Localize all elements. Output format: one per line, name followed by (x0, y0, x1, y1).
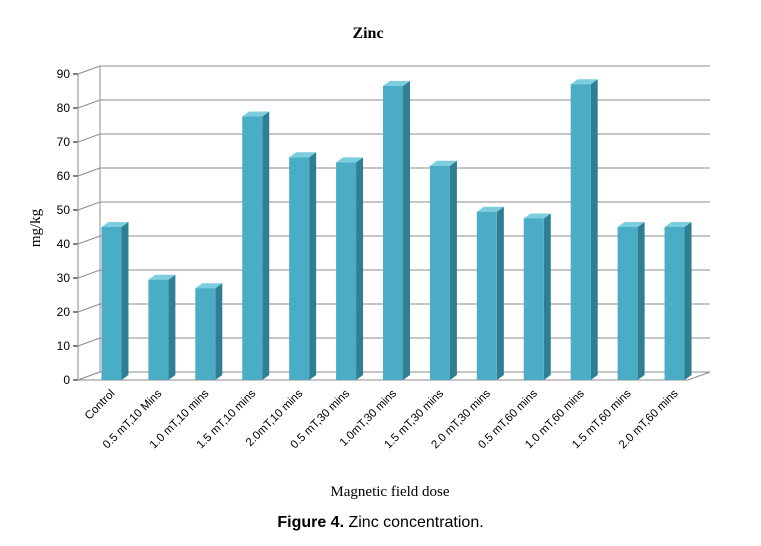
bar (476, 206, 504, 380)
bar-side (215, 283, 223, 380)
bar-top (148, 274, 176, 280)
bar-top (476, 206, 504, 212)
bar-side (449, 160, 457, 380)
bar-side (121, 222, 129, 380)
y-tick-label: 50 (57, 203, 71, 217)
bar-front (148, 279, 169, 380)
bar-side (496, 206, 504, 380)
bar (523, 213, 551, 380)
bar-top (523, 213, 551, 219)
bar-side (590, 79, 598, 380)
bar-front (195, 288, 216, 380)
bar (617, 222, 645, 380)
bar-side (543, 213, 551, 380)
bar-top (195, 283, 223, 289)
bar (195, 283, 223, 380)
chart-title: Zinc (352, 25, 383, 42)
y-axis: 0 10 20 30 40 50 60 70 80 90 (57, 67, 79, 387)
figure-caption: Figure 4. Zinc concentration. (0, 514, 761, 532)
bar (289, 152, 317, 380)
bar (570, 79, 598, 380)
bar-front (617, 227, 638, 380)
bar-top (570, 79, 598, 85)
bar-side (356, 157, 364, 380)
bar-front (336, 162, 357, 380)
bar-front (101, 227, 122, 380)
gridline-side (77, 167, 101, 177)
y-tick-label: 10 (57, 339, 71, 353)
bars (101, 79, 692, 381)
gridline-side (77, 303, 101, 313)
x-tick-label: Control (83, 388, 118, 423)
bar-top (336, 157, 364, 163)
bar (383, 80, 410, 381)
y-tick-label: 60 (57, 169, 71, 183)
x-axis-label: Magnetic field dose (330, 484, 449, 500)
bar-side (168, 274, 176, 380)
gridline-side (77, 235, 101, 245)
bar-front (242, 116, 263, 380)
bar-front (289, 157, 310, 380)
y-tick-label: 70 (57, 135, 71, 149)
y-tick-label: 80 (57, 101, 71, 115)
bar-front (383, 85, 403, 381)
bar (101, 222, 129, 380)
bar-top (617, 222, 645, 227)
bar-front (570, 84, 591, 380)
y-tick-label: 90 (57, 67, 71, 81)
bar-top (383, 80, 410, 86)
bar-front (476, 211, 497, 380)
bar (664, 222, 692, 380)
y-tick-label: 20 (57, 305, 71, 319)
bar-front (664, 227, 685, 380)
bar-side (262, 111, 270, 380)
gridline-side (77, 99, 101, 109)
gridline-side (77, 133, 101, 143)
bar (148, 274, 176, 380)
gridline-side (77, 269, 101, 279)
bar (336, 157, 364, 380)
bar-top (289, 152, 317, 158)
bar-side (403, 80, 410, 381)
bar (429, 160, 457, 380)
y-tick-label: 30 (57, 271, 71, 285)
caption-text: Zinc concentration. (344, 514, 484, 531)
gridline-side (77, 337, 101, 347)
gridline-side (77, 65, 101, 75)
y-axis-label: mg/kg (28, 208, 44, 247)
caption-label: Figure 4. (277, 514, 345, 531)
y-tick-label: 0 (63, 373, 70, 387)
bar-top (664, 222, 692, 227)
gridline-side (77, 201, 101, 211)
bar-front (429, 165, 450, 380)
bar-top (242, 111, 270, 117)
bar-top (101, 222, 129, 227)
bar (242, 111, 270, 380)
bar-side (637, 222, 645, 380)
bar-front (523, 218, 544, 380)
bar-side (309, 152, 317, 380)
y-tick-label: 40 (57, 237, 71, 251)
bar-top (429, 160, 457, 166)
bar-side (684, 222, 692, 380)
